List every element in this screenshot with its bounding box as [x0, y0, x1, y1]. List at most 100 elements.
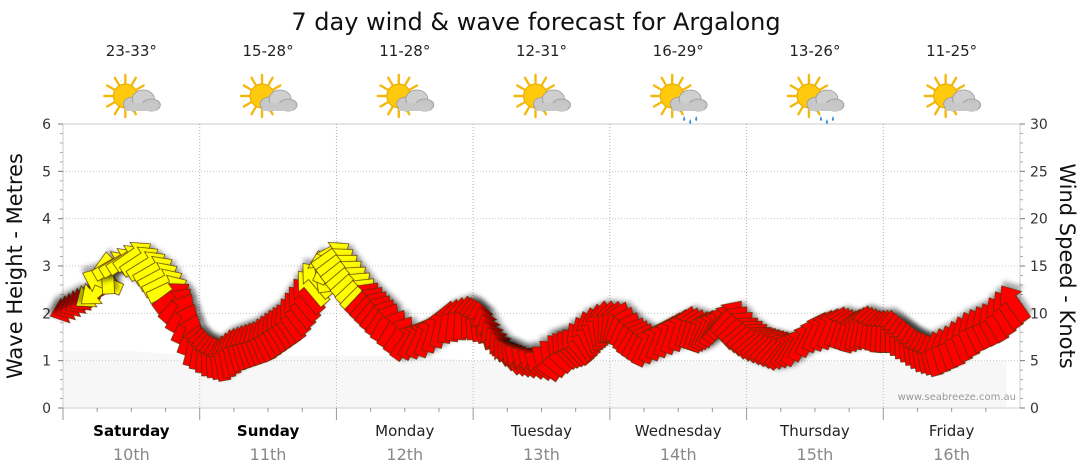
sun-ray: [789, 84, 799, 91]
sun-ray: [113, 76, 121, 86]
sun-ray: [105, 84, 116, 91]
credit-text: www.seabreeze.com.au: [898, 392, 1016, 403]
sun-ray: [797, 76, 804, 86]
left-tick-label: 2: [42, 306, 51, 322]
right-axis: 0 5 10 15 20 25 30: [1020, 117, 1048, 417]
sun-ray: [540, 76, 548, 86]
rain-drop: [831, 116, 834, 121]
cloud: [669, 89, 708, 124]
cloud-base: [535, 103, 568, 111]
sun-ray: [545, 84, 555, 91]
rain-drop: [819, 116, 822, 121]
sun-cloud-icon: [513, 73, 571, 119]
sun-ray: [789, 101, 799, 108]
sun-ray: [926, 101, 936, 108]
right-tick-label: 5: [1030, 354, 1039, 370]
sun-cloud-icon: [376, 73, 435, 119]
temp-range: 11-25°: [926, 42, 977, 60]
temp-range: 15-28°: [243, 42, 294, 60]
sun-ray: [926, 84, 936, 91]
sun-ray: [516, 84, 526, 91]
rain-drop: [689, 119, 692, 124]
right-tick-label: 0: [1030, 401, 1039, 417]
day-name: Saturday: [93, 422, 170, 440]
sun-ray: [387, 76, 394, 86]
cloud: [396, 89, 435, 112]
sun-cloud-icon: [239, 73, 298, 119]
cloud: [943, 89, 982, 112]
sun-ray: [135, 84, 145, 91]
wind-series: [49, 242, 1032, 383]
sun-ray: [660, 76, 667, 86]
day-date: 11th: [250, 445, 287, 464]
left-axis: 0 1 2 3 4 5 6: [42, 117, 63, 417]
sun-ray: [523, 106, 531, 116]
rain-drop: [825, 119, 828, 124]
left-tick-label: 4: [42, 212, 51, 228]
right-tick-label: 30: [1030, 117, 1048, 133]
day-date: 13th: [523, 445, 560, 464]
wind-arrow: [999, 285, 1032, 325]
temp-range: 11-28°: [379, 42, 430, 60]
sun-ray: [387, 106, 394, 116]
day-date: 10th: [113, 445, 150, 464]
cloud-base: [808, 103, 841, 111]
left-axis-label: Wave Height - Metres: [3, 153, 27, 379]
left-tick-label: 5: [42, 164, 51, 180]
sun-cloud-rain-icon: [650, 73, 708, 124]
sun-ray: [105, 101, 116, 108]
day-date: 12th: [386, 445, 423, 464]
sun-ray: [660, 106, 667, 116]
right-axis-label: Wind Speed - Knots: [1055, 163, 1079, 368]
right-tick-label: 25: [1030, 164, 1048, 180]
temp-range: 12-31°: [516, 42, 567, 60]
sun-ray: [242, 101, 252, 108]
sun-ray: [272, 84, 282, 91]
sun-ray: [652, 101, 663, 108]
cloud-base: [945, 103, 978, 111]
sun-ray: [130, 76, 138, 86]
sun-ray: [933, 76, 941, 86]
rain-drop: [695, 116, 698, 121]
sun-ray: [379, 101, 389, 108]
sun-ray: [516, 101, 526, 108]
sun-ray: [250, 76, 257, 86]
day-name: Thursday: [779, 422, 850, 440]
sun-ray: [677, 76, 684, 86]
cloud: [533, 89, 571, 112]
wind-arrow-shape: [999, 285, 1032, 325]
cloud-base: [398, 103, 431, 111]
sun-ray: [113, 106, 121, 116]
left-tick-label: 1: [42, 354, 51, 370]
day-name: Friday: [929, 422, 975, 440]
day-labels: Saturday 10th Sunday 11th Monday 12th Tuesday 1…: [93, 422, 974, 464]
sun-ray: [379, 84, 389, 91]
temp-range: 13-26°: [789, 42, 840, 60]
day-date: 16th: [933, 445, 970, 464]
day-name: Monday: [375, 422, 434, 440]
left-tick-label: 6: [42, 117, 51, 133]
cloud: [122, 89, 161, 112]
right-tick-label: 20: [1030, 212, 1048, 228]
right-tick-label: 10: [1030, 306, 1048, 322]
sun-cloud-rain-icon: [786, 73, 845, 124]
sun-cloud-icon: [103, 73, 161, 119]
cloud: [259, 89, 298, 112]
sun-ray: [797, 106, 804, 116]
temp-range: 23-33°: [106, 42, 157, 60]
sun-cloud-icon: [923, 73, 982, 119]
sun-ray: [819, 84, 829, 91]
sun-ray: [950, 76, 958, 86]
chart-title: 7 day wind & wave forecast for Argalong: [291, 8, 780, 36]
weather-icons: 23-33° 15-28° 11-28° 12-31° 16-29° 13-26° 11-2…: [103, 42, 982, 124]
cloud-base: [672, 103, 705, 111]
sun-ray: [955, 84, 966, 91]
day-name: Sunday: [237, 422, 300, 440]
right-tick-label: 15: [1030, 259, 1048, 275]
temp-range: 16-29°: [653, 42, 704, 60]
sun-ray: [652, 84, 663, 91]
cloud-base: [125, 103, 158, 111]
cloud: [806, 89, 845, 124]
day-date: 15th: [797, 445, 834, 464]
